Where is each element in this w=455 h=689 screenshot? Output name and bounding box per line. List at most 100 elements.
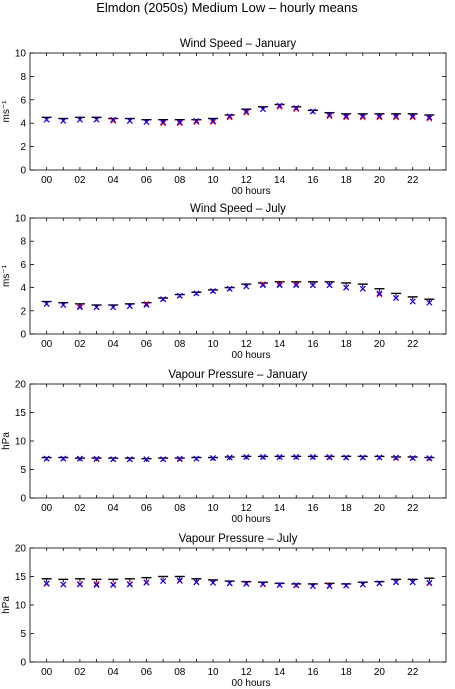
x-mark-stroke	[276, 282, 283, 289]
data-point-bar	[424, 298, 435, 303]
x-mark-stroke	[160, 578, 167, 585]
x-mark-stroke	[426, 455, 433, 462]
x-mark-stroke	[376, 580, 383, 587]
data-point-x	[176, 455, 183, 462]
x-mark-stroke	[176, 120, 183, 127]
x-mark-stroke	[259, 453, 266, 460]
data-point-x	[110, 582, 117, 589]
x-mark-stroke	[376, 113, 383, 120]
x-mark-stroke	[210, 455, 217, 462]
x-tick-label: 06	[141, 503, 153, 514]
data-point-x	[126, 456, 133, 463]
y-tick-label: 0	[20, 166, 26, 177]
data-point-x	[110, 116, 117, 123]
x-tick-label: 04	[108, 339, 120, 350]
panel-title: Vapour Pressure – January	[168, 369, 307, 381]
data-point-x	[293, 453, 300, 460]
x-tick-label: 14	[274, 667, 286, 678]
x-mark-stroke	[143, 119, 150, 126]
data-point-x	[126, 303, 133, 310]
data-point-bar	[374, 288, 385, 292]
x-mark-stroke	[326, 113, 333, 120]
x-mark-stroke	[176, 577, 183, 584]
x-mark-stroke	[426, 115, 433, 122]
data-point-x	[143, 119, 150, 126]
x-mark-stroke	[193, 290, 200, 297]
data-point-x	[426, 299, 433, 306]
x-mark-stroke	[309, 108, 316, 115]
data-point-x	[60, 117, 67, 124]
data-point-x	[226, 113, 233, 120]
data-point-x	[193, 117, 200, 124]
x-mark-stroke	[426, 579, 433, 586]
x-tick-label: 10	[207, 503, 219, 514]
x-tick-label: 08	[174, 667, 186, 678]
data-point-x	[393, 454, 400, 461]
y-tick-label: 8	[20, 237, 26, 248]
x-tick-label: 12	[241, 339, 253, 350]
x-tick-label: 06	[141, 667, 153, 678]
data-point-x	[126, 117, 133, 124]
y-tick-label: 5	[20, 629, 26, 640]
x-mark-stroke	[276, 582, 283, 589]
data-point-x	[359, 454, 366, 461]
data-point-x	[210, 579, 217, 586]
panel-title: Vapour Pressure – July	[179, 533, 298, 545]
data-point-bar	[108, 578, 119, 583]
x-mark-stroke	[276, 281, 283, 288]
y-tick-label: 15	[15, 408, 27, 419]
data-point-x	[93, 580, 100, 587]
y-tick-label: 15	[15, 572, 27, 583]
data-point-x	[60, 581, 67, 588]
data-point-x	[110, 304, 117, 311]
x-mark-stroke	[160, 456, 167, 463]
x-tick-label: 02	[74, 503, 86, 514]
y-tick-label: 10	[15, 601, 27, 612]
data-point-x	[376, 290, 383, 297]
x-axis-label: 00 hours	[232, 186, 271, 197]
data-point-x	[210, 455, 217, 462]
data-point-x	[93, 455, 100, 462]
x-mark-stroke	[43, 455, 50, 462]
data-point-x	[143, 456, 150, 463]
data-point-bar	[124, 578, 135, 582]
x-mark-stroke	[426, 114, 433, 121]
x-mark-stroke	[393, 113, 400, 120]
x-mark-stroke	[259, 282, 266, 289]
x-mark-stroke	[326, 282, 333, 289]
plot-frame	[29, 52, 447, 171]
x-mark-stroke	[176, 119, 183, 126]
plot-frame	[29, 547, 447, 663]
figure-title: Elmdon (2050s) Medium Low – hourly means	[96, 0, 358, 15]
x-mark-stroke	[76, 455, 83, 462]
chart-panel: Vapour Pressure – January 0 5 10 15 20 00 02 04 0…	[1, 369, 447, 525]
x-mark-stroke	[43, 116, 50, 123]
x-mark-stroke	[376, 291, 383, 298]
x-mark-stroke	[176, 292, 183, 299]
data-point-x	[110, 117, 117, 124]
plot-frame	[29, 383, 447, 499]
data-point-x	[243, 108, 250, 115]
x-mark-stroke	[393, 579, 400, 586]
data-point-x	[160, 456, 167, 463]
x-mark-stroke	[210, 579, 217, 586]
y-tick-label: 0	[20, 658, 26, 669]
x-mark-stroke	[226, 285, 233, 292]
x-mark-stroke	[409, 455, 416, 462]
x-mark-stroke	[243, 109, 250, 116]
x-tick-label: 22	[407, 503, 419, 514]
data-point-bar	[391, 292, 402, 297]
data-point-x	[326, 113, 333, 120]
x-mark-stroke	[93, 455, 100, 462]
data-point-x	[309, 108, 316, 115]
x-mark-stroke	[259, 106, 266, 113]
x-mark-stroke	[76, 304, 83, 311]
data-point-x	[426, 579, 433, 586]
data-point-x	[60, 302, 67, 308]
data-point-x	[343, 284, 350, 291]
data-point-x	[276, 103, 283, 110]
data-point-x	[259, 106, 266, 113]
data-point-x	[226, 285, 233, 292]
data-point-bar	[58, 578, 69, 583]
